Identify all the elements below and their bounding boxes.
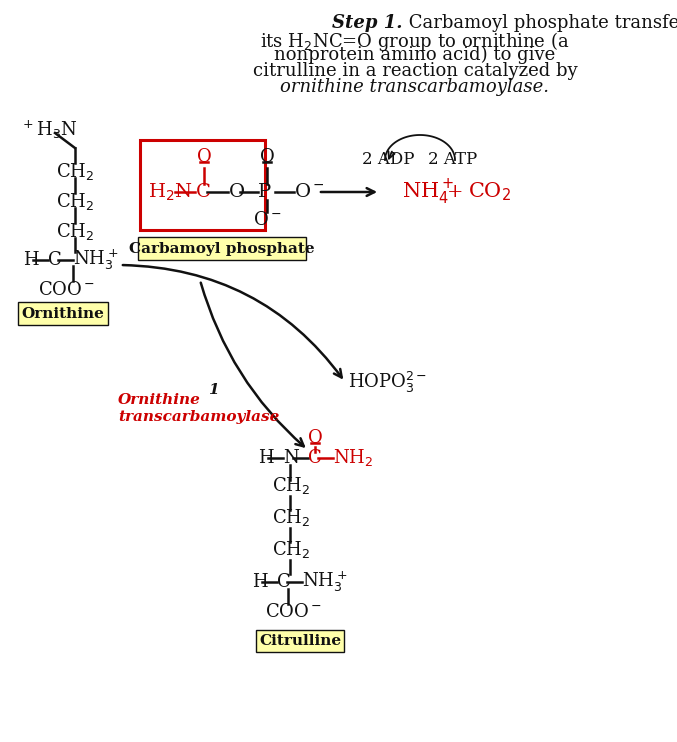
Text: Carbamoyl phosphate: Carbamoyl phosphate (129, 241, 315, 255)
Text: Ornithine: Ornithine (118, 393, 201, 407)
Text: NH$_3^+$: NH$_3^+$ (73, 248, 118, 272)
Text: C: C (196, 183, 211, 201)
Text: CH$_2$: CH$_2$ (272, 508, 310, 528)
Text: CH$_2$: CH$_2$ (272, 476, 310, 496)
Text: CH$_2$: CH$_2$ (56, 191, 94, 212)
Text: O: O (196, 148, 211, 166)
Text: N: N (283, 449, 299, 467)
Text: H: H (23, 251, 39, 269)
Bar (140, 140, 265, 230)
Text: $^+$H$_3$N: $^+$H$_3$N (20, 119, 78, 141)
Text: ornithine transcarbamoylase.: ornithine transcarbamoylase. (280, 78, 550, 96)
Text: Carbamoyl phosphate transfers: Carbamoyl phosphate transfers (403, 14, 677, 32)
Text: NH$_2$: NH$_2$ (333, 447, 374, 468)
Text: H: H (258, 449, 274, 467)
Text: citrulline in a reaction catalyzed by: citrulline in a reaction catalyzed by (253, 62, 577, 80)
Text: 2 ATP: 2 ATP (429, 151, 478, 168)
Text: CO$_2$: CO$_2$ (468, 181, 511, 203)
Text: 1: 1 (208, 383, 218, 397)
Text: P: P (258, 183, 271, 201)
Text: Step 1.: Step 1. (332, 14, 403, 32)
Text: O: O (307, 429, 322, 447)
Text: Citrulline: Citrulline (259, 634, 341, 648)
Text: NH$_4^+$: NH$_4^+$ (402, 177, 454, 207)
Text: O$^-$: O$^-$ (253, 211, 282, 229)
Text: C: C (277, 573, 290, 591)
Text: COO$^-$: COO$^-$ (38, 281, 95, 299)
Text: COO$^-$: COO$^-$ (265, 603, 322, 621)
Text: 2 ADP: 2 ADP (362, 151, 414, 168)
Text: H: H (252, 573, 267, 591)
Text: CH$_2$: CH$_2$ (56, 162, 94, 183)
Bar (256, 630, 344, 652)
Text: O: O (259, 148, 274, 166)
Text: HOPO$_3^{2-}$: HOPO$_3^{2-}$ (348, 370, 427, 395)
Bar (138, 237, 306, 260)
Text: Ornithine: Ornithine (22, 306, 104, 321)
Bar (18, 302, 108, 325)
Text: O: O (229, 183, 245, 201)
Text: nonprotein amino acid) to give: nonprotein amino acid) to give (274, 46, 556, 65)
Text: +: + (447, 183, 463, 201)
Text: its H$_2$NC=O group to ornithine (a: its H$_2$NC=O group to ornithine (a (260, 30, 570, 53)
Text: O$^-$: O$^-$ (294, 183, 325, 201)
Text: C: C (48, 251, 62, 269)
Text: CH$_2$: CH$_2$ (272, 539, 310, 560)
Text: CH$_2$: CH$_2$ (56, 222, 94, 243)
Text: H$_2$N: H$_2$N (148, 181, 192, 203)
Text: transcarbamoylase: transcarbamoylase (118, 410, 280, 424)
Text: NH$_3^+$: NH$_3^+$ (302, 570, 347, 594)
Text: C: C (308, 449, 322, 467)
